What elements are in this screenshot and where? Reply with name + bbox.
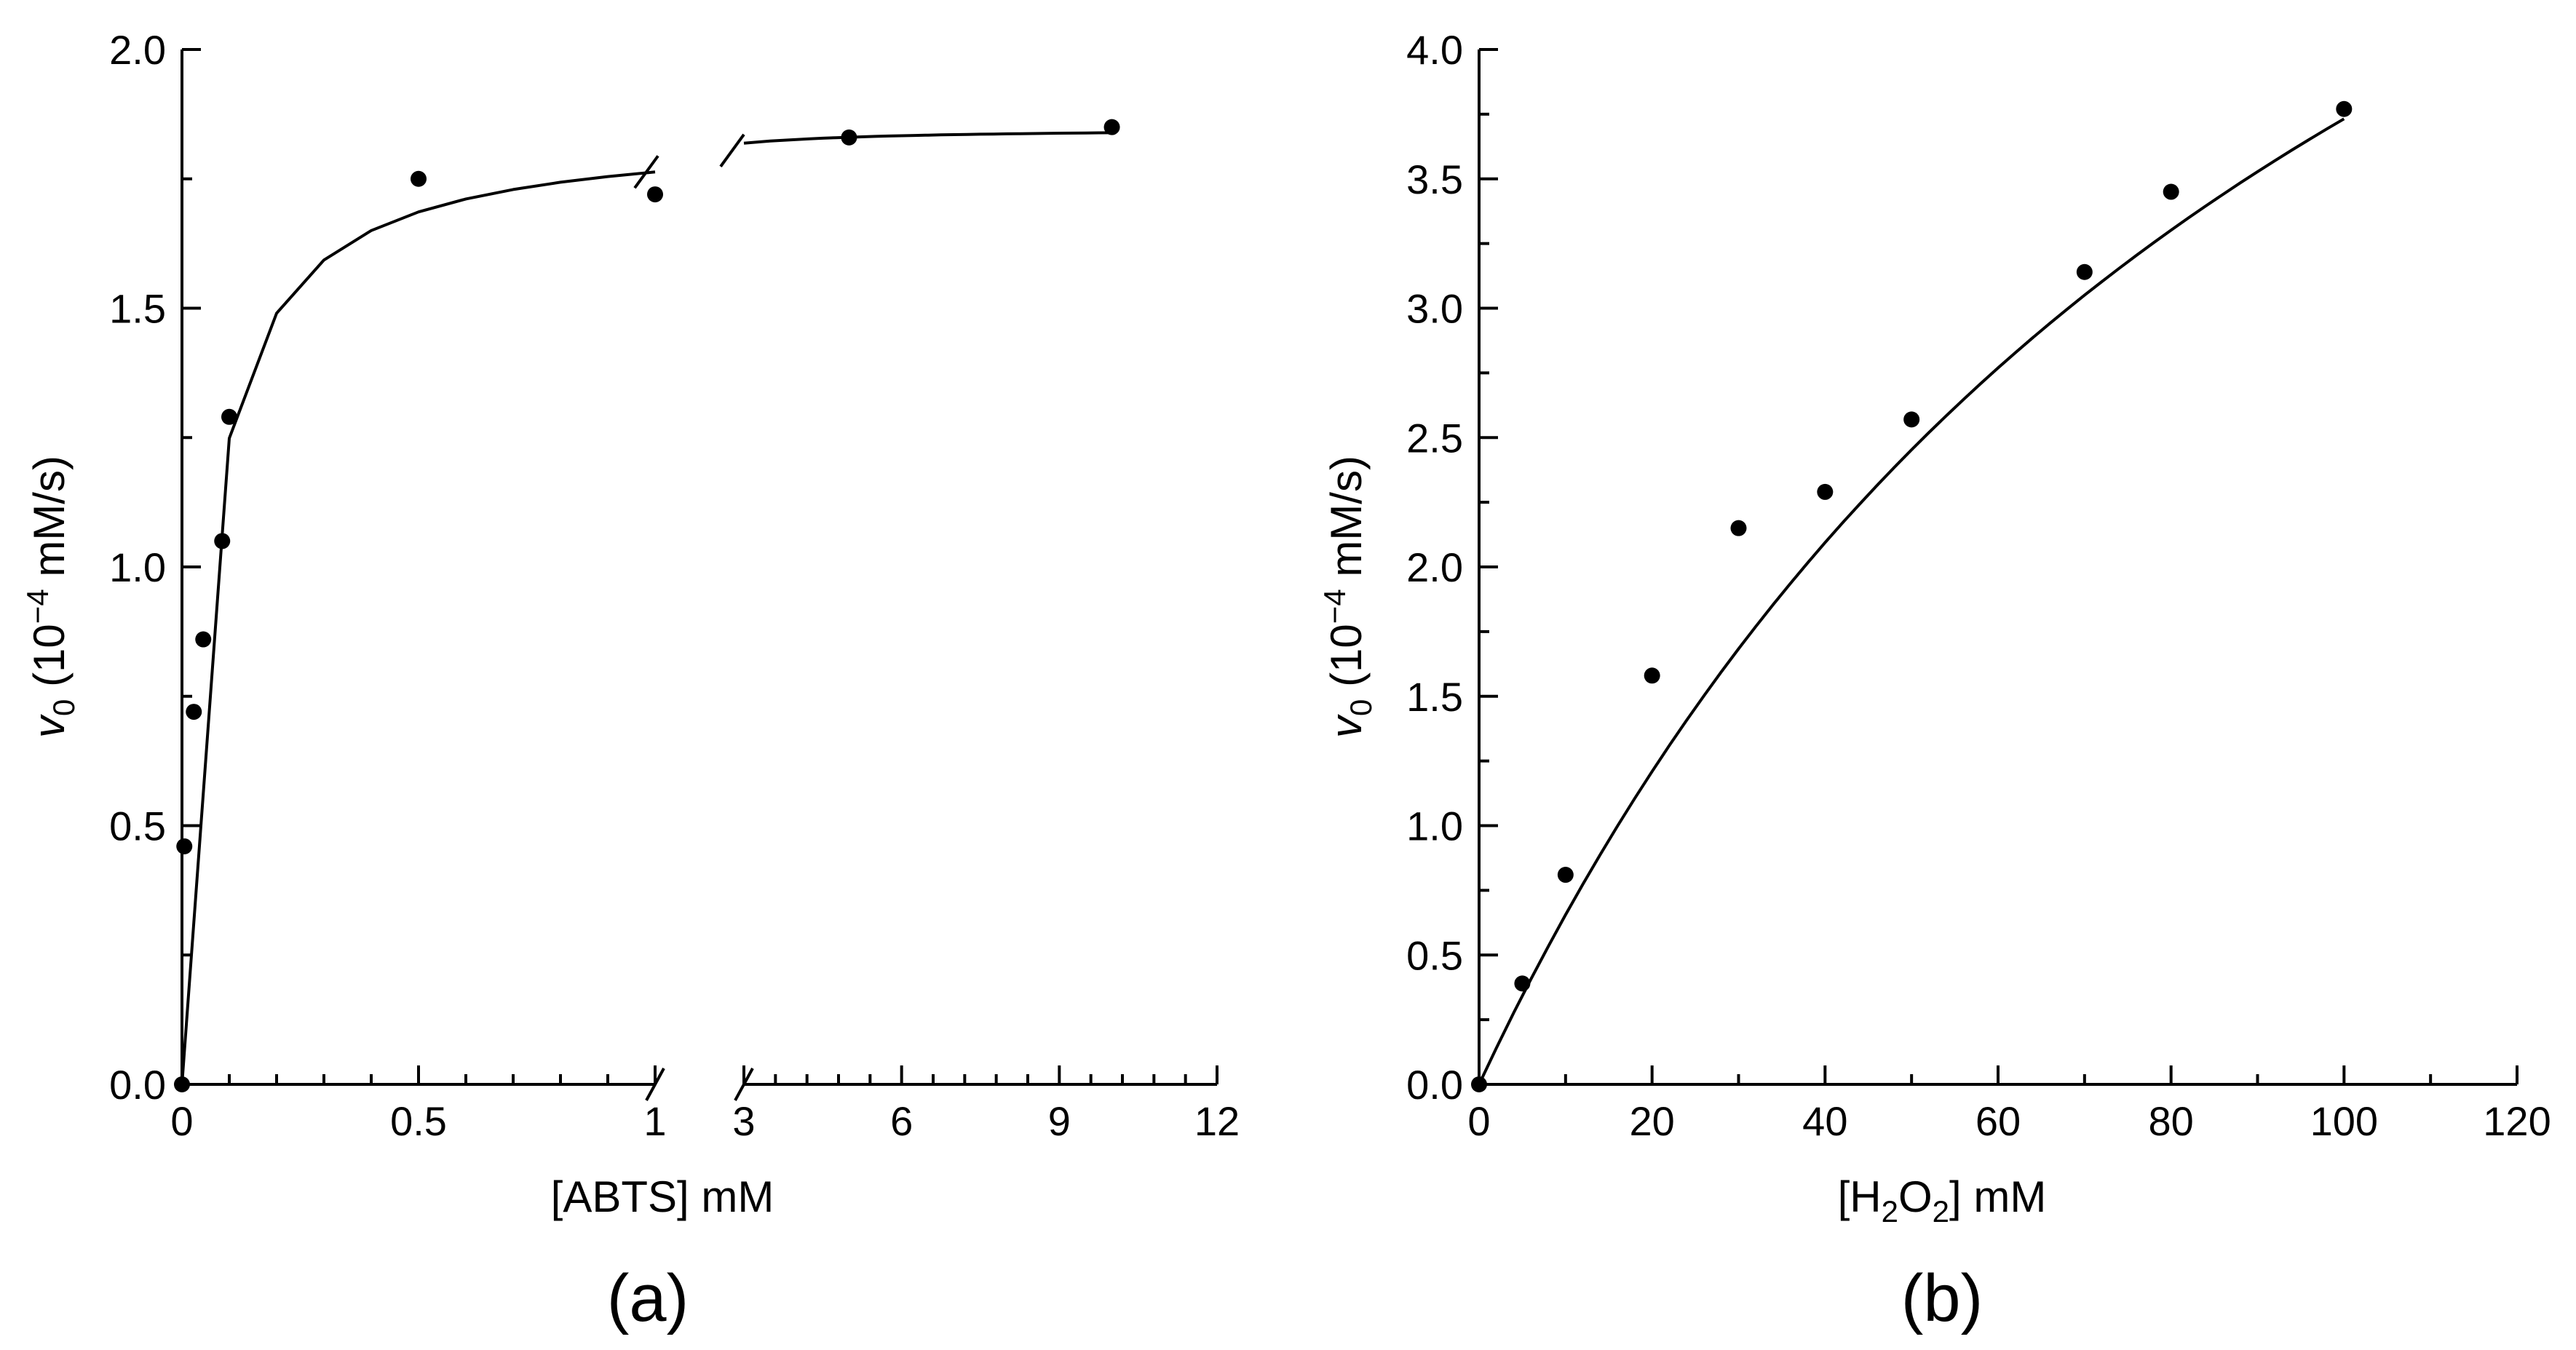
panel-b-y-tick-label: 0.5 bbox=[1406, 932, 1463, 978]
panel-a-curve-break-mark bbox=[719, 133, 745, 167]
panel-b-data-point bbox=[1817, 483, 1834, 500]
panel-a-fit-curve bbox=[181, 131, 1112, 1085]
panel-a-y-tick-label: 2.0 bbox=[109, 27, 166, 73]
panel-a-y-axis-var: v bbox=[25, 714, 74, 738]
panel-b-y-axis-var: v bbox=[1322, 714, 1371, 738]
panel-b-y-axis-close: mM/s) bbox=[1322, 456, 1371, 589]
panel-b-y-tick-label: 2.0 bbox=[1406, 544, 1463, 590]
panel-b-x-axis-mid: O bbox=[1898, 1172, 1933, 1221]
panel-a-y-axis-open: (10 bbox=[25, 624, 74, 699]
panel-b-data-point bbox=[1471, 1076, 1487, 1092]
panel-a-y-axis-close: mM/s) bbox=[25, 456, 74, 589]
panel-a-data-points bbox=[174, 119, 1120, 1092]
panel-b-fit-curve bbox=[1478, 117, 2345, 1085]
panel-b-y-axis-sup: −4 bbox=[1317, 589, 1352, 624]
panel-a-curve-break-mark bbox=[633, 155, 659, 189]
panel-b-x-tick-label: 40 bbox=[1802, 1098, 1847, 1144]
panel-a-x-tick-label: 0.5 bbox=[390, 1098, 447, 1144]
panel-b-y-tick-label: 4.0 bbox=[1406, 27, 1463, 73]
panel-a-y-axis-sup: −4 bbox=[20, 589, 55, 624]
panel-b-y-tick-label: 0.0 bbox=[1406, 1062, 1463, 1108]
panel-a-data-point bbox=[647, 186, 663, 203]
panel-b-data-point bbox=[1644, 667, 1660, 684]
panel-a-x-tick-label: 6 bbox=[890, 1098, 913, 1144]
panel-b-fit-line bbox=[1478, 117, 2345, 1085]
panel-a-y-axis-title: v0 (10−4 mM/s) bbox=[20, 456, 81, 738]
panel-b-data-point bbox=[1514, 975, 1531, 992]
panel-a-x-tick-label: 9 bbox=[1048, 1098, 1071, 1144]
panel-a-x-tick-label: 3 bbox=[732, 1098, 755, 1144]
panel-b-data-points bbox=[1471, 100, 2353, 1092]
panel-b-y-tick-label: 1.5 bbox=[1406, 674, 1463, 720]
panel-a-data-point bbox=[214, 533, 231, 549]
panel-b-label: (b) bbox=[1901, 1261, 1983, 1335]
panel-a-y-tick-label: 1.0 bbox=[109, 544, 166, 590]
panel-a-axes bbox=[181, 49, 1217, 1101]
panel-b-x-axis-open: [H bbox=[1838, 1172, 1882, 1221]
panel-b-y-tick-label: 3.5 bbox=[1406, 156, 1463, 202]
panel-a-x-tick-label: 12 bbox=[1194, 1098, 1240, 1144]
panel-b-y-tick-label: 2.5 bbox=[1406, 415, 1463, 461]
panel-b-chart: 0.00.51.01.52.02.53.03.54.00 20 40 60 80 100 1… bbox=[1317, 27, 2551, 1335]
panel-a-fit-line-left bbox=[181, 170, 656, 1085]
panel-a-label: (a) bbox=[607, 1261, 689, 1335]
panel-b-x-axis-sub2: 2 bbox=[1933, 1194, 1949, 1228]
panel-b-x-tick-label: 0 bbox=[1467, 1098, 1490, 1144]
panel-a-x-tick-label: 1 bbox=[643, 1098, 666, 1144]
panel-b-data-point bbox=[1903, 411, 1920, 428]
panel-a-data-point bbox=[221, 408, 237, 425]
panel-a-y-axis-sub: 0 bbox=[47, 699, 81, 716]
panel-b-y-axis-sub: 0 bbox=[1344, 699, 1378, 716]
panel-a-x-axis-title: [ABTS] mM bbox=[551, 1172, 774, 1221]
panel-a-data-point bbox=[174, 1076, 190, 1092]
panel-a-data-point bbox=[176, 838, 193, 854]
panel-b-data-point bbox=[2163, 183, 2179, 200]
panel-a-chart: 0.00.51.01.52.00 0.5 1 3 6 9 12 [ABTS] mM v0 (… bbox=[20, 27, 1240, 1335]
panel-b-x-tick-label: 20 bbox=[1630, 1098, 1675, 1144]
panel-a-data-point bbox=[1103, 119, 1120, 135]
panel-b-y-tick-label: 3.0 bbox=[1406, 286, 1463, 332]
panel-b-y-axis-open: (10 bbox=[1322, 624, 1371, 699]
panel-b-y-tick-label: 1.0 bbox=[1406, 803, 1463, 849]
panel-a-y-tick-label: 1.5 bbox=[109, 286, 166, 332]
panel-b-data-point bbox=[2336, 100, 2353, 117]
panel-a-y-tick-label: 0.0 bbox=[109, 1062, 166, 1108]
panel-a-x-tick-label: 0 bbox=[170, 1098, 193, 1144]
panel-b-data-point bbox=[2076, 263, 2093, 280]
panel-b-x-axis-sub1: 2 bbox=[1882, 1194, 1898, 1228]
panel-b-x-tick-label: 120 bbox=[2483, 1098, 2551, 1144]
panel-a-data-point bbox=[195, 631, 212, 648]
panel-a-data-point bbox=[841, 129, 857, 146]
panel-a-fit-line-right bbox=[743, 131, 1112, 145]
panel-b-x-tick-label: 100 bbox=[2310, 1098, 2378, 1144]
panel-b-ticks: 0.0 0.5 1.0 1.5 2.0 2.5 3.0 3.5 4.0 0 20 40 60 80 100 1… bbox=[1406, 27, 2551, 1144]
panel-a-data-point bbox=[411, 170, 427, 187]
panel-b-x-tick-label: 60 bbox=[1975, 1098, 2021, 1144]
panel-b-x-tick-label: 80 bbox=[2149, 1098, 2194, 1144]
panel-a-data-point bbox=[186, 704, 202, 720]
panel-b-axes bbox=[1478, 49, 2517, 1086]
panel-b-data-point bbox=[1557, 867, 1574, 884]
panel-b-data-point bbox=[1730, 520, 1747, 536]
panel-b-x-axis-title: [H2O2] mM bbox=[1838, 1172, 2047, 1228]
panel-a-ticks: 0.0 0.5 1.0 1.5 2.0 0 0.5 1 3 6 9 12 bbox=[109, 27, 1240, 1144]
panel-b-x-axis-close: ] mM bbox=[1949, 1172, 2046, 1221]
panel-b-y-axis-title: v0 (10−4 mM/s) bbox=[1317, 456, 1378, 738]
panel-a-y-tick-label: 0.5 bbox=[109, 803, 166, 849]
